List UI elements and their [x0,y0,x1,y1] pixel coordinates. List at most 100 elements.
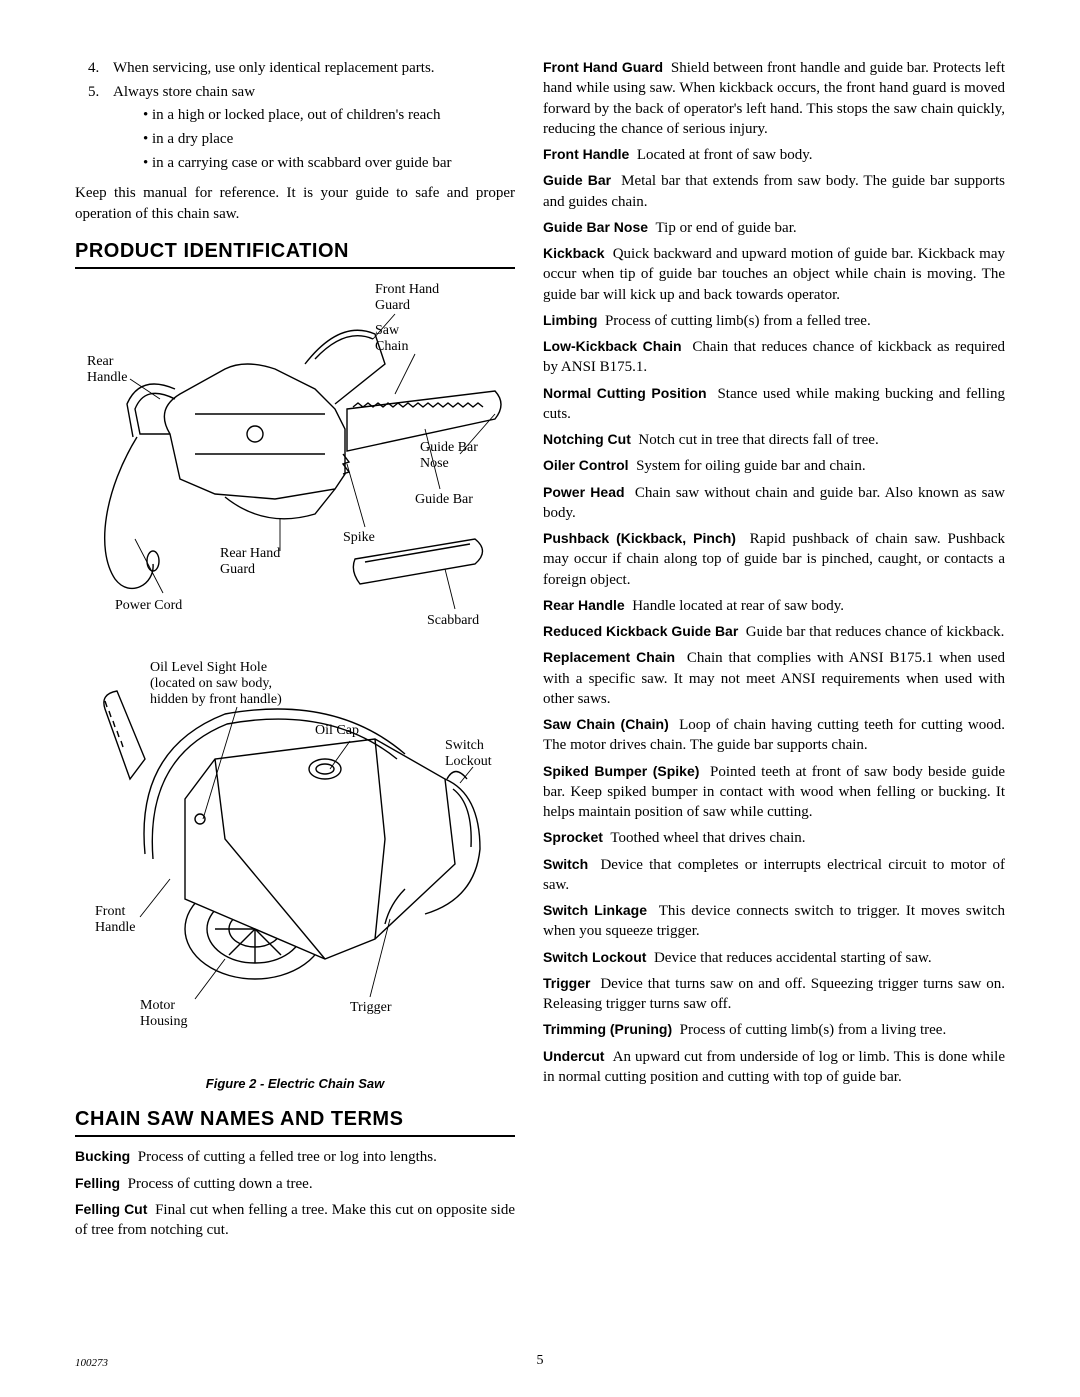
numbered-list: When servicing, use only identical repla… [75,58,515,173]
term-name: Felling Cut [75,1201,147,1217]
list-item-5: Always store chain saw in a high or lock… [103,82,515,173]
term-def: Quick backward and upward motion of guid… [543,246,1005,303]
term-name: Front Handle [543,146,629,162]
term-def: Located at front of saw body. [637,147,813,163]
term-name: Trigger [543,975,590,991]
storage-bullets: in a high or locked place, out of childr… [113,105,515,174]
terms-left-container: Bucking Process of cutting a felled tree… [75,1147,515,1240]
figure-2: RearHandle Front HandGuard SawChain Guid… [75,279,515,1093]
term-name: Bucking [75,1148,130,1164]
page-number: 5 [0,1352,1080,1371]
terms-right-container: Front Hand Guard Shield between front ha… [543,58,1005,1087]
term-entry: Limbing Process of cutting limb(s) from … [543,311,1005,331]
bullet-3: in a carrying case or with scabbard over… [133,153,515,173]
term-def: Device that turns saw on and off. Squeez… [543,976,1005,1012]
term-name: Limbing [543,312,597,328]
label-oil-cap: Oil Cap [315,723,359,738]
term-entry: Rear Handle Handle located at rear of sa… [543,596,1005,616]
term-name: Undercut [543,1048,604,1064]
bullet-1: in a high or locked place, out of childr… [133,105,515,125]
label-trigger: Trigger [350,1000,392,1015]
term-name: Kickback [543,245,604,261]
keep-manual-para: Keep this manual for reference. It is yo… [75,183,515,224]
right-column: Front Hand Guard Shield between front ha… [543,58,1005,1246]
term-entry: Reduced Kickback Guide Bar Guide bar tha… [543,622,1005,642]
term-def: Process of cutting down a tree. [128,1176,313,1192]
label-rear-handle: RearHandle [87,354,127,385]
term-def: System for oiling guide bar and chain. [636,458,866,474]
label-oil-sight: Oil Level Sight Hole(located on saw body… [150,660,282,707]
bullet-2: in a dry place [133,129,515,149]
term-name: Notching Cut [543,431,631,447]
term-def: Metal bar that extends from saw body. Th… [543,173,1005,209]
term-def: Guide bar that reduces chance of kickbac… [746,624,1005,640]
label-guide-bar-nose: Guide BarNose [420,440,478,471]
term-name: Front Hand Guard [543,59,663,75]
term-entry: Front Hand Guard Shield between front ha… [543,58,1005,139]
term-entry: Replacement Chain Chain that complies wi… [543,648,1005,709]
terms-heading: CHAIN SAW NAMES AND TERMS [75,1106,515,1137]
list-item-5-text: Always store chain saw [113,84,255,100]
term-entry: Trimming (Pruning) Process of cutting li… [543,1020,1005,1040]
term-def: Device that completes or interrupts elec… [543,857,1005,893]
term-name: Oiler Control [543,457,629,473]
term-def: Process of cutting a felled tree or log … [138,1149,437,1165]
term-name: Replacement Chain [543,649,675,665]
term-def: Tip or end of guide bar. [656,220,797,236]
term-name: Sprocket [543,829,603,845]
label-guide-bar: Guide Bar [415,492,473,507]
term-entry: Pushback (Kickback, Pinch) Rapid pushbac… [543,529,1005,590]
term-entry: Spiked Bumper (Spike) Pointed teeth at f… [543,762,1005,823]
term-entry: Saw Chain (Chain) Loop of chain having c… [543,715,1005,756]
term-entry: Felling Process of cutting down a tree. [75,1174,515,1194]
term-name: Guide Bar Nose [543,219,648,235]
term-name: Trimming (Pruning) [543,1021,672,1037]
term-entry: Power Head Chain saw without chain and g… [543,483,1005,524]
term-entry: Felling Cut Final cut when felling a tre… [75,1200,515,1241]
term-name: Pushback (Kickback, Pinch) [543,530,736,546]
term-def: Process of cutting limb(s) from a living… [680,1022,947,1038]
left-column: When servicing, use only identical repla… [75,58,515,1246]
term-def: Process of cutting limb(s) from a felled… [605,313,871,329]
label-power-cord: Power Cord [115,598,182,613]
two-column-layout: When servicing, use only identical repla… [75,58,1005,1246]
term-entry: Switch Linkage This device connects swit… [543,901,1005,942]
term-entry: Trigger Device that turns saw on and off… [543,974,1005,1015]
term-name: Spiked Bumper (Spike) [543,763,699,779]
list-item-4: When servicing, use only identical repla… [103,58,515,78]
term-def: Device that reduces accidental starting … [654,950,932,966]
label-motor-housing: MotorHousing [140,998,187,1029]
term-name: Switch Linkage [543,902,647,918]
term-entry: Guide Bar Nose Tip or end of guide bar. [543,218,1005,238]
label-rear-hand-guard: Rear HandGuard [220,546,280,577]
term-def: Handle located at rear of saw body. [632,598,844,614]
term-entry: Oiler Control System for oiling guide ba… [543,456,1005,476]
term-name: Switch Lockout [543,949,646,965]
term-entry: Notching Cut Notch cut in tree that dire… [543,430,1005,450]
term-entry: Switch Lockout Device that reduces accid… [543,948,1005,968]
label-switch-lockout: SwitchLockout [445,738,492,769]
term-entry: Undercut An upward cut from underside of… [543,1047,1005,1088]
term-def: An upward cut from underside of log or l… [543,1049,1005,1085]
term-name: Normal Cutting Position [543,385,707,401]
label-spike: Spike [343,530,375,545]
term-entry: Bucking Process of cutting a felled tree… [75,1147,515,1167]
label-front-handle: FrontHandle [95,904,135,935]
label-front-hand-guard: Front HandGuard [375,282,439,313]
chainsaw-diagram-svg: RearHandle Front HandGuard SawChain Guid… [75,279,515,1059]
term-entry: Low-Kickback Chain Chain that reduces ch… [543,337,1005,378]
term-entry: Sprocket Toothed wheel that drives chain… [543,828,1005,848]
term-entry: Guide Bar Metal bar that extends from sa… [543,171,1005,212]
term-name: Switch [543,856,588,872]
term-name: Rear Handle [543,597,625,613]
term-name: Power Head [543,484,625,500]
term-name: Reduced Kickback Guide Bar [543,623,738,639]
term-entry: Normal Cutting Position Stance used whil… [543,384,1005,425]
term-name: Low-Kickback Chain [543,338,682,354]
term-name: Felling [75,1175,120,1191]
label-scabbard: Scabbard [427,613,479,628]
term-def: Toothed wheel that drives chain. [610,830,805,846]
term-name: Guide Bar [543,172,611,188]
term-entry: Switch Device that completes or interrup… [543,855,1005,896]
term-name: Saw Chain (Chain) [543,716,669,732]
